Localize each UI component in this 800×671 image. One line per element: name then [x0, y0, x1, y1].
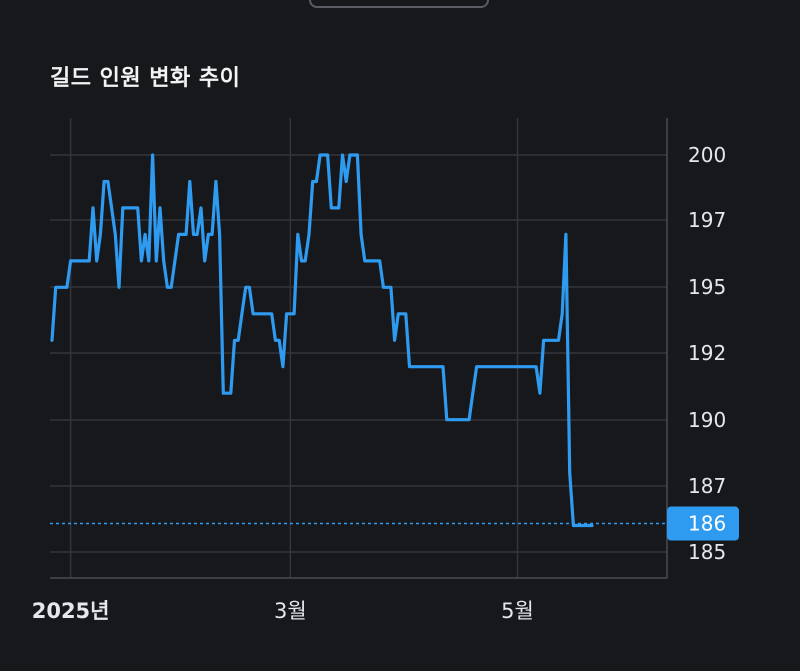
- current-value-badge: [667, 506, 739, 541]
- y-tick-label-190: 190: [688, 408, 726, 432]
- x-tick-label-0: 2025년: [32, 599, 110, 623]
- y-tick-label-185: 185: [688, 540, 726, 564]
- data-line: [50, 153, 594, 528]
- y-tick-label-187: 187: [688, 474, 726, 498]
- tick-labels: 200 197 195 192 190 187 185 2025년 3월 5월: [32, 143, 726, 623]
- current-value-label: 186: [688, 512, 726, 536]
- y-tick-label-197: 197: [688, 208, 726, 232]
- x-tick-label-2: 5월: [501, 599, 534, 623]
- y-tick-label-195: 195: [688, 275, 726, 299]
- current-value-badge-group: 186: [667, 506, 739, 541]
- y-tick-label-200: 200: [688, 143, 726, 167]
- x-tick-label-1: 3월: [274, 599, 307, 623]
- chart-title: 길드 인원 변화 추이: [50, 66, 241, 91]
- series-line: [50, 153, 594, 528]
- axes: [50, 118, 668, 579]
- y-tick-label-192: 192: [688, 341, 726, 365]
